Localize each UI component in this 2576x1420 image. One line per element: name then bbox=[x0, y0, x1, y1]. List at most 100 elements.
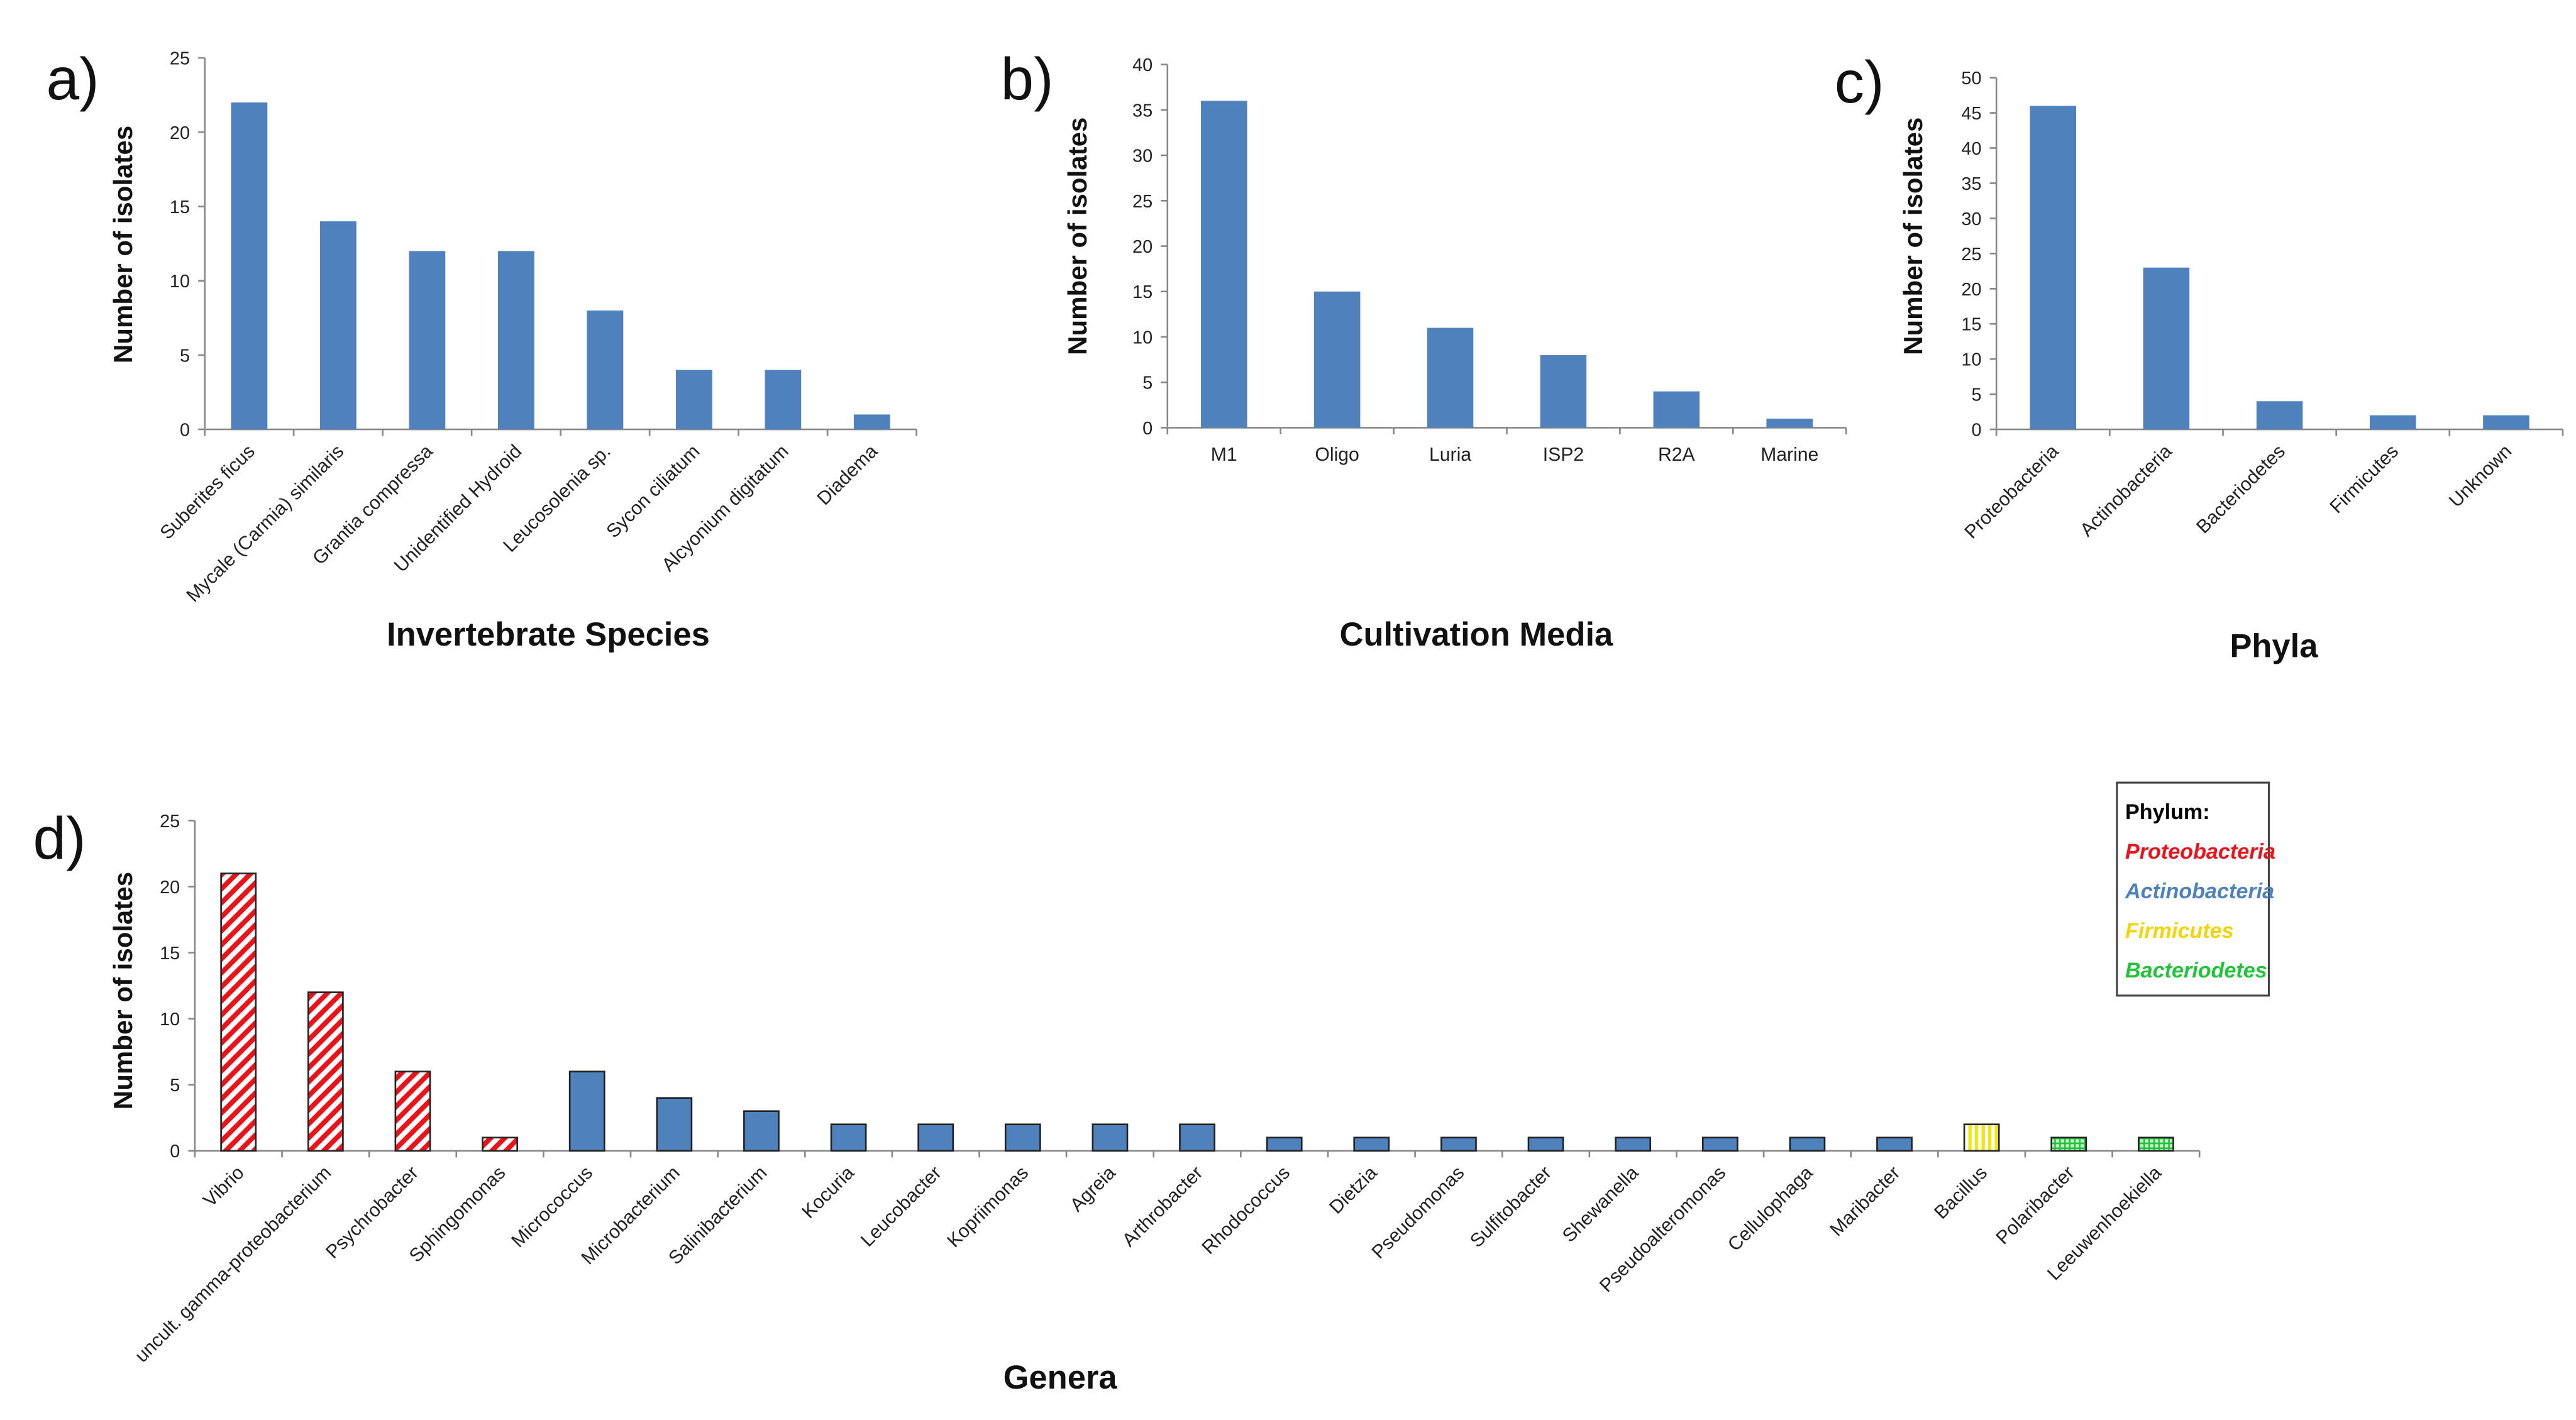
x-tick-label: Pseudomonas bbox=[1368, 1162, 1469, 1263]
bar bbox=[1427, 327, 1474, 428]
bar bbox=[743, 1110, 780, 1152]
bar bbox=[853, 414, 890, 430]
x-tick-label: Bacteriodetes bbox=[2192, 441, 2289, 537]
x-tick-label: Oligo bbox=[1315, 444, 1359, 465]
bar bbox=[2143, 267, 2190, 430]
y-tick-label: 25 bbox=[170, 49, 190, 69]
y-tick-label: 35 bbox=[1132, 101, 1153, 121]
x-axis-title: Cultivation Media bbox=[1340, 616, 1614, 653]
y-tick-label: 35 bbox=[1961, 174, 1981, 194]
bar bbox=[2050, 1137, 2087, 1152]
bar bbox=[656, 1097, 693, 1152]
bar bbox=[917, 1123, 954, 1152]
bar bbox=[1653, 391, 1700, 428]
x-tick-label: Luria bbox=[1429, 444, 1471, 465]
bar bbox=[307, 991, 344, 1152]
x-tick-label: Bacillus bbox=[1930, 1162, 1991, 1223]
x-tick-label: Unknown bbox=[2445, 441, 2516, 511]
legend-item-bacteriodetes: Bacteriodetes bbox=[2125, 959, 2267, 982]
bar bbox=[320, 221, 357, 430]
y-tick-label: 25 bbox=[1961, 245, 1981, 265]
bar bbox=[2483, 415, 2529, 430]
y-tick-label: 15 bbox=[1961, 315, 1981, 335]
y-tick-label: 5 bbox=[1142, 373, 1153, 394]
x-tick-label: Shewanella bbox=[1559, 1162, 1643, 1247]
bar bbox=[765, 370, 802, 430]
bar bbox=[2256, 401, 2303, 430]
x-tick-label: Micrococcus bbox=[507, 1162, 597, 1252]
y-axis-title: Number of isolates bbox=[108, 126, 138, 363]
panel-letter: a) bbox=[47, 46, 99, 113]
legend-item-actinobacteria: Actinobacteria bbox=[2125, 879, 2274, 903]
y-tick-label: 20 bbox=[1132, 237, 1153, 257]
y-tick-label: 0 bbox=[180, 421, 190, 441]
x-tick-label: R2A bbox=[1658, 444, 1696, 465]
bar bbox=[1200, 101, 1247, 428]
y-tick-label: 40 bbox=[1961, 139, 1981, 159]
panel-letter: c) bbox=[1835, 49, 1884, 116]
y-tick-label: 15 bbox=[160, 944, 180, 964]
y-tick-label: 40 bbox=[1132, 55, 1153, 75]
legend-item-proteobacteria: Proteobacteria bbox=[2125, 840, 2275, 864]
x-tick-label: Polaribacter bbox=[1992, 1162, 2078, 1248]
bar bbox=[1615, 1137, 1652, 1152]
y-axis-title: Number of isolates bbox=[1063, 118, 1092, 355]
bar bbox=[1766, 418, 1813, 428]
y-tick-label: 45 bbox=[1961, 104, 1981, 124]
bar bbox=[1440, 1137, 1477, 1152]
x-tick-label: Arthrobacter bbox=[1119, 1162, 1207, 1251]
bar bbox=[1701, 1137, 1739, 1152]
bar bbox=[394, 1071, 431, 1152]
y-axis-title: Number of isolates bbox=[1898, 118, 1928, 355]
x-axis-title: Genera bbox=[1003, 1359, 1118, 1396]
bar bbox=[1179, 1123, 1215, 1152]
y-axis-title: Number of isolates bbox=[108, 872, 138, 1109]
bar bbox=[1092, 1123, 1129, 1152]
bar bbox=[2030, 106, 2077, 430]
bar bbox=[220, 872, 257, 1152]
bar bbox=[830, 1123, 867, 1152]
bar bbox=[1527, 1137, 1564, 1152]
x-tick-label: Firmicutes bbox=[2326, 441, 2402, 517]
x-tick-label: Vibrio bbox=[199, 1162, 248, 1211]
x-tick-label: Actinobacteria bbox=[2076, 441, 2176, 541]
x-tick-label: Agreia bbox=[1066, 1162, 1120, 1216]
x-tick-label: Diadema bbox=[814, 441, 882, 509]
panel-letter: b) bbox=[1001, 46, 1054, 113]
legend-title: Phylum: bbox=[2125, 800, 2210, 824]
bar bbox=[1353, 1137, 1390, 1152]
x-tick-label: uncult. gamma-proteobacterium bbox=[131, 1162, 336, 1367]
y-tick-label: 10 bbox=[1961, 350, 1981, 370]
y-tick-label: 20 bbox=[170, 123, 190, 143]
panel-b: 0 5 10 15 20 25 30 35 40 M1 Oligo Luria ISP2 R2A Marin… bbox=[1001, 46, 1847, 653]
phylum-legend: Phylum: Proteobacteria Actinobacteria Firmi… bbox=[2116, 781, 2275, 997]
y-tick-label: 5 bbox=[1971, 385, 1981, 405]
bar bbox=[675, 370, 712, 430]
y-tick-label: 5 bbox=[170, 1076, 180, 1096]
bar bbox=[482, 1137, 518, 1152]
bar bbox=[1540, 355, 1587, 428]
y-tick-label: 10 bbox=[170, 272, 190, 292]
x-tick-label: Dietzia bbox=[1325, 1162, 1381, 1218]
x-axis-title: Invertebrate Species bbox=[387, 616, 710, 653]
y-tick-label: 0 bbox=[1142, 419, 1153, 439]
x-tick-label: Kopriimonas bbox=[943, 1162, 1032, 1252]
bar bbox=[2138, 1137, 2174, 1152]
y-tick-label: 15 bbox=[1132, 282, 1153, 302]
y-tick-label: 20 bbox=[160, 878, 180, 898]
y-tick-label: 0 bbox=[170, 1142, 180, 1162]
x-axis-title: Phyla bbox=[2230, 627, 2318, 664]
bar bbox=[231, 102, 268, 430]
bar bbox=[497, 251, 534, 430]
y-tick-label: 5 bbox=[180, 346, 190, 366]
x-tick-label: Sycon ciliatum bbox=[602, 441, 704, 542]
x-tick-label: Proteobacteria bbox=[1961, 441, 2063, 542]
y-tick-label: 30 bbox=[1132, 146, 1153, 167]
y-tick-label: 0 bbox=[1971, 421, 1981, 441]
bar bbox=[1876, 1137, 1913, 1152]
y-tick-label: 10 bbox=[160, 1010, 180, 1030]
bar bbox=[1266, 1137, 1303, 1152]
y-tick-label: 15 bbox=[170, 197, 190, 217]
